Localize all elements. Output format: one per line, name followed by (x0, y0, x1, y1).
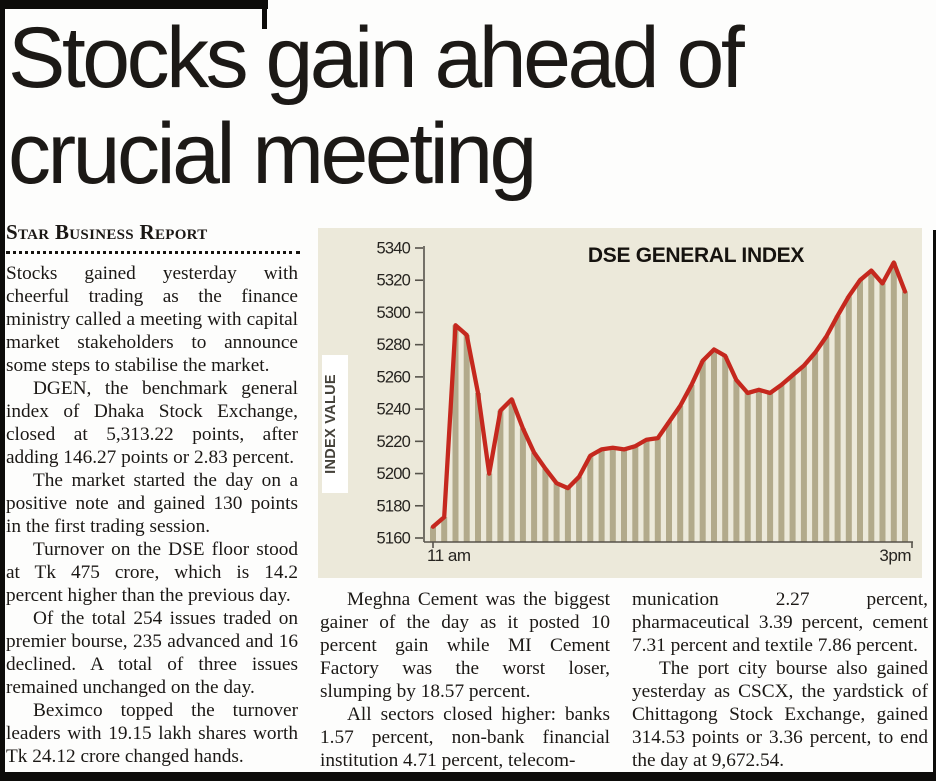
index-bar (452, 325, 459, 542)
index-bar (609, 447, 616, 542)
headline-line-1: Stocks gain ahead of (8, 10, 745, 106)
chart-svg: 5340 5320 5300 5280 5260 5240 5220 5200 5180 5160… (318, 228, 922, 578)
index-bar (789, 375, 796, 542)
top-border-rule (0, 0, 268, 9)
y-tick-label: 5160 (376, 530, 410, 548)
chart-title: DSE GENERAL INDEX (588, 244, 805, 267)
x-axis-label-start: 11 am (427, 546, 471, 565)
dse-general-index-chart: 5340 5320 5300 5280 5260 5240 5220 5200 5180 5160… (318, 228, 922, 578)
y-tick-label: 5180 (376, 497, 410, 515)
article-paragraph: munication 2.27 percent, pharmaceutical … (632, 589, 928, 656)
left-border-rule (0, 0, 5, 781)
index-bar (497, 410, 504, 542)
index-bar (486, 473, 493, 542)
dotted-rule (6, 251, 300, 254)
index-bar (475, 393, 481, 542)
bottom-border-rule (0, 772, 936, 781)
y-tick-label: 5220 (376, 433, 410, 451)
index-bar (722, 355, 729, 542)
byline: Star Business Report (6, 220, 208, 244)
index-bar (868, 270, 875, 542)
index-bar (677, 405, 684, 542)
index-bar (800, 365, 807, 542)
index-bar (699, 360, 706, 542)
x-axis-label-end: 3pm (879, 546, 911, 565)
index-bar (857, 280, 863, 542)
index-bar (587, 455, 594, 542)
y-axis-caption-box (322, 355, 348, 493)
article-column-3: munication 2.27 percent, pharmaceutical … (632, 588, 928, 772)
right-border-rule (933, 230, 936, 781)
y-tick-label: 5340 (376, 240, 410, 258)
headline: Stocks gain ahead of crucial meeting (8, 10, 808, 202)
article-paragraph: Beximco topped the turnover leaders with… (6, 700, 298, 767)
article-paragraph: Meghna Cement was the biggest gainer of … (320, 589, 610, 702)
index-bar (463, 335, 470, 542)
y-tick-label: 5200 (376, 465, 410, 483)
article-paragraph: The port city bourse also gained yesterd… (632, 658, 928, 771)
y-tick-label: 5300 (376, 304, 410, 322)
index-bar (823, 336, 830, 542)
article-paragraph: All sectors closed higher: banks 1.57 pe… (320, 704, 610, 771)
index-bar (441, 517, 448, 542)
top-border-stub (262, 9, 267, 29)
index-bar (711, 349, 717, 542)
index-bar (778, 384, 785, 542)
index-bar (519, 428, 526, 542)
chart-background (318, 228, 922, 578)
article-paragraph: Turnover on the DSE floor stood at Tk 47… (6, 539, 298, 606)
article-paragraph: Of the total 254 issues traded on premie… (6, 608, 298, 698)
y-tick-label: 5320 (376, 272, 410, 290)
index-bar (879, 283, 886, 542)
y-axis-caption: INDEX VALUE (323, 374, 339, 474)
article-paragraph: The market started the day on a positive… (6, 470, 298, 537)
index-bar (733, 380, 740, 542)
index-bar (542, 468, 549, 542)
index-bar (621, 449, 627, 542)
index-bar (553, 483, 560, 542)
headline-line-2: crucial meeting (8, 106, 537, 202)
article-column-2: Meghna Cement was the biggest gainer of … (320, 588, 610, 772)
index-bar (812, 352, 819, 542)
index-bar (576, 476, 583, 542)
index-bar (531, 452, 538, 542)
article-paragraph: DGEN, the benchmark general index of Dha… (6, 378, 298, 468)
index-bar (902, 291, 908, 542)
index-bar (834, 315, 841, 542)
index-bar (890, 262, 897, 542)
index-bar (755, 389, 762, 542)
index-bar (688, 384, 695, 542)
index-bar (643, 439, 650, 542)
index-line (430, 260, 908, 529)
index-bar (666, 422, 672, 542)
index-bar (767, 393, 774, 542)
y-tick-label: 5240 (376, 401, 410, 419)
y-tick-label: 5280 (376, 336, 410, 354)
index-bar (632, 446, 639, 542)
index-bar (845, 296, 852, 542)
article-paragraph: Stocks gained yesterday with cheerful tr… (6, 263, 298, 376)
index-bar (654, 438, 661, 542)
index-bar (430, 526, 436, 542)
index-bar (598, 449, 605, 542)
index-bar (564, 488, 571, 542)
article-column-1: Stocks gained yesterday with cheerful tr… (6, 262, 298, 768)
y-tick-label: 5260 (376, 368, 410, 386)
index-bar (744, 393, 751, 542)
index-bar (508, 399, 515, 542)
